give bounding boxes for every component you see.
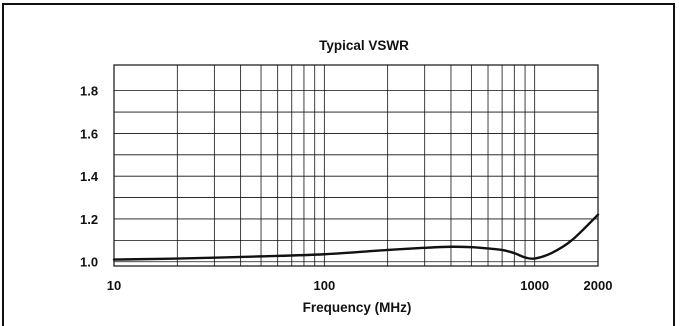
x-tick-label: 100 <box>313 278 335 293</box>
y-tick-label: 1.8 <box>80 84 98 99</box>
plot-area <box>113 64 599 267</box>
x-tick-label: 2000 <box>584 278 613 293</box>
y-tick-label: 1.6 <box>80 126 98 141</box>
x-tick-label: 10 <box>107 278 121 293</box>
chart-frame <box>2 3 675 326</box>
y-tick-label: 1.4 <box>80 169 99 184</box>
vswr-series-line <box>112 213 600 261</box>
grid <box>114 65 598 266</box>
x-axis-tick-labels: 10 100 1000 2000 <box>107 278 613 293</box>
y-tick-label: 1.2 <box>80 212 98 227</box>
y-tick-label: 1.0 <box>80 255 98 270</box>
y-axis-tick-labels: 1.0 1.2 1.4 1.6 1.8 <box>80 84 99 270</box>
x-axis-label: Frequency (MHz) <box>303 300 412 315</box>
chart-title: Typical VSWR <box>319 38 409 53</box>
x-tick-label: 1000 <box>520 278 549 293</box>
